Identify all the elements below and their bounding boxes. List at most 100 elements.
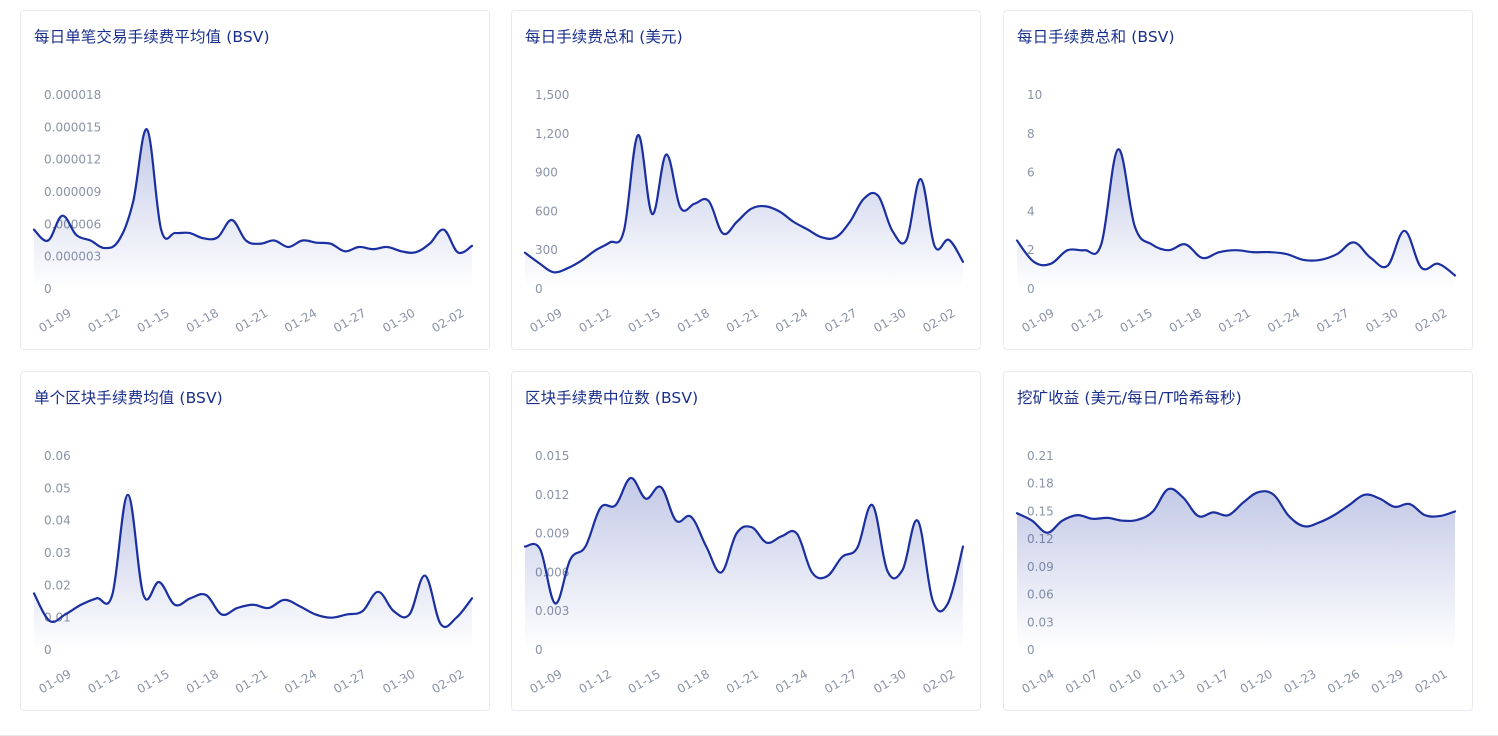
y-tick-label: 0.21	[1027, 449, 1054, 463]
series-area	[525, 477, 963, 650]
y-tick-label: 2	[1027, 243, 1035, 257]
x-tick-label: 01-21	[724, 306, 761, 336]
series-area	[1017, 149, 1455, 289]
chart-card-daily-fee-total-bsv: 024681001-0901-1201-1501-1801-2101-2401-…	[1003, 10, 1473, 350]
y-tick-label: 10	[1027, 88, 1042, 102]
x-tick-label: 01-18	[1167, 306, 1204, 336]
y-tick-label: 600	[535, 204, 558, 218]
chart-card-avg-fee-per-tx-bsv: 00.0000030.0000060.0000090.0000120.00001…	[20, 10, 490, 350]
x-tick-label: 01-12	[577, 306, 614, 336]
series-line	[1015, 148, 1457, 277]
y-tick-label: 900	[535, 166, 558, 180]
x-tick-label: 01-12	[1069, 306, 1106, 336]
y-tick-label: 8	[1027, 127, 1035, 141]
y-tick-label: 0.18	[1027, 477, 1054, 491]
series-area	[1017, 488, 1455, 650]
x-tick-label: 01-09	[527, 306, 564, 336]
chart-title: 区块手续费中位数 (BSV)	[525, 389, 699, 407]
x-tick-label: 01-27	[331, 306, 368, 336]
chart-title: 单个区块手续费均值 (BSV)	[34, 389, 223, 407]
y-tick-label: 0.000012	[44, 153, 101, 167]
y-tick-label: 4	[1027, 204, 1035, 218]
x-tick-label: 01-04	[1019, 667, 1056, 697]
series-line	[523, 476, 965, 613]
y-tick-label: 0.009	[535, 527, 569, 541]
x-tick-label: 01-21	[233, 306, 270, 336]
x-tick-label: 01-09	[36, 306, 73, 336]
x-tick-label: 01-24	[282, 306, 319, 336]
x-tick-label: 01-30	[871, 306, 908, 336]
chart-median-block-fee-bsv[interactable]: 00.0030.0060.0090.0120.01501-0901-1201-1…	[512, 372, 982, 712]
x-tick-label: 01-30	[380, 306, 417, 336]
chart-avg-fee-per-tx-bsv[interactable]: 00.0000030.0000060.0000090.0000120.00001…	[21, 11, 491, 351]
y-tick-label: 0.06	[44, 449, 71, 463]
x-tick-label: 01-20	[1238, 667, 1275, 697]
x-tick-label: 01-27	[822, 667, 859, 697]
x-tick-label: 01-15	[626, 667, 663, 697]
y-tick-label: 1,500	[535, 88, 569, 102]
chart-title: 每日单笔交易手续费平均值 (BSV)	[34, 28, 270, 46]
x-tick-label: 01-12	[86, 306, 123, 336]
x-tick-label: 01-26	[1325, 667, 1362, 697]
series-line	[32, 128, 474, 255]
x-tick-label: 02-02	[429, 306, 466, 336]
x-tick-label: 01-15	[135, 306, 172, 336]
chart-card-median-block-fee-bsv: 00.0030.0060.0090.0120.01501-0901-1201-1…	[511, 371, 981, 711]
x-tick-label: 01-30	[380, 667, 417, 697]
x-tick-label: 01-10	[1107, 667, 1144, 697]
x-tick-label: 01-18	[184, 667, 221, 697]
chart-card-mining-revenue: 00.030.060.090.120.150.180.2101-0401-070…	[1003, 371, 1473, 711]
y-tick-label: 0.015	[535, 449, 569, 463]
x-tick-label: 01-15	[135, 667, 172, 697]
chart-card-daily-fee-total-usd: 03006009001,2001,50001-0901-1201-1501-18…	[511, 10, 981, 350]
y-tick-label: 0.000018	[44, 88, 101, 102]
x-tick-label: 01-09	[36, 667, 73, 697]
x-tick-label: 01-27	[1314, 306, 1351, 336]
chart-daily-fee-total-bsv[interactable]: 024681001-0901-1201-1501-1801-2101-2401-…	[1004, 11, 1474, 351]
x-tick-label: 01-21	[233, 667, 270, 697]
x-tick-label: 01-30	[1363, 306, 1400, 336]
x-tick-label: 01-18	[184, 306, 221, 336]
chart-title: 每日手续费总和 (美元)	[525, 28, 683, 46]
chart-card-avg-fee-per-block-bsv: 00.010.020.030.040.050.0601-0901-1201-15…	[20, 371, 490, 711]
chart-title: 挖矿收益 (美元/每日/T哈希每秒)	[1017, 389, 1242, 407]
y-tick-label: 0.04	[44, 514, 71, 528]
series-area	[34, 129, 472, 289]
x-tick-label: 02-02	[429, 667, 466, 697]
x-tick-label: 01-24	[773, 306, 810, 336]
x-tick-label: 02-02	[920, 306, 957, 336]
x-tick-label: 02-02	[920, 667, 957, 697]
y-tick-label: 0.012	[535, 488, 569, 502]
y-tick-label: 0.02	[44, 578, 71, 592]
x-tick-label: 01-12	[577, 667, 614, 697]
x-tick-label: 01-23	[1281, 667, 1318, 697]
series-line	[32, 493, 474, 629]
series-area	[525, 135, 963, 289]
x-tick-label: 01-13	[1150, 667, 1187, 697]
x-tick-label: 01-07	[1063, 667, 1100, 697]
series-line	[523, 133, 965, 274]
x-tick-label: 01-09	[527, 667, 564, 697]
x-tick-label: 02-02	[1412, 306, 1449, 336]
series-line	[1015, 487, 1457, 534]
x-tick-label: 01-15	[1118, 306, 1155, 336]
x-tick-label: 01-24	[773, 667, 810, 697]
y-tick-label: 0.05	[44, 481, 71, 495]
x-tick-label: 01-15	[626, 306, 663, 336]
x-tick-label: 02-01	[1412, 667, 1449, 697]
series-area	[34, 494, 472, 650]
x-tick-label: 01-29	[1369, 667, 1406, 697]
y-tick-label: 0.000009	[44, 185, 101, 199]
x-tick-label: 01-30	[871, 667, 908, 697]
y-tick-label: 0.000015	[44, 120, 101, 134]
chart-avg-fee-per-block-bsv[interactable]: 00.010.020.030.040.050.0601-0901-1201-15…	[21, 372, 491, 712]
chart-title: 每日手续费总和 (BSV)	[1017, 28, 1175, 46]
chart-mining-revenue[interactable]: 00.030.060.090.120.150.180.2101-0401-070…	[1004, 372, 1474, 712]
x-tick-label: 01-27	[822, 306, 859, 336]
x-tick-label: 01-18	[675, 306, 712, 336]
chart-daily-fee-total-usd[interactable]: 03006009001,2001,50001-0901-1201-1501-18…	[512, 11, 982, 351]
x-tick-label: 01-12	[86, 667, 123, 697]
x-tick-label: 01-21	[1216, 306, 1253, 336]
x-tick-label: 01-09	[1019, 306, 1056, 336]
